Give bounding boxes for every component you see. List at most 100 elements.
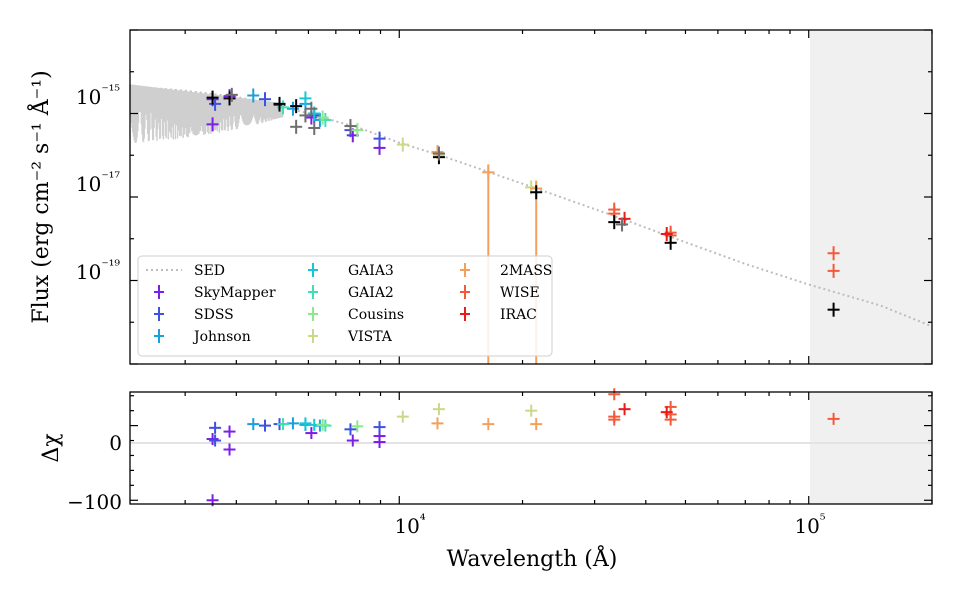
bottom-data-points (206, 388, 840, 507)
legend-item-wise: WISE (460, 285, 540, 301)
point-model (206, 90, 219, 105)
legend-items: SED SkyMapper SDSS Johnson GAIA3 GAIA2 Cousins… (146, 263, 552, 345)
residual-sdss (209, 421, 222, 434)
residual-wise (608, 413, 621, 426)
point-model-gray- (225, 87, 238, 102)
point-model (530, 185, 543, 200)
residual-skymapper (305, 427, 318, 440)
residual-sdss (344, 423, 357, 436)
y-tick-label-0: 0 (109, 431, 122, 455)
legend-label: SDSS (194, 307, 234, 323)
residual-gaia3 (299, 417, 312, 430)
legend-item-sdss: SDSS (154, 307, 234, 323)
point-gaia3 (299, 91, 312, 106)
residual-wise (664, 413, 677, 426)
bottom-shaded-region (810, 392, 932, 504)
point-model (664, 235, 677, 250)
sed-line (129, 85, 933, 328)
legend-box (137, 255, 553, 357)
bottom-axis-ticks (130, 392, 933, 504)
legend-item-skymapper: SkyMapper (154, 285, 276, 301)
point-sdss (209, 96, 222, 111)
legend: SED SkyMapper SDSS Johnson GAIA3 GAIA2 Cousins… (137, 255, 553, 357)
y-axis-title-bottom: Δχ (39, 433, 64, 462)
residual-2mass (482, 418, 495, 431)
legend-item-cousins: Cousins (308, 307, 404, 323)
bottom-plot-frame (129, 391, 933, 505)
legend-label: Cousins (348, 307, 404, 323)
point-model (827, 302, 840, 317)
residual-sdss (209, 434, 222, 447)
top-axis-ticks (130, 29, 933, 365)
top-shaded-region (810, 30, 932, 364)
legend-item-sed: SED (146, 263, 225, 279)
legend-label: SkyMapper (194, 285, 276, 301)
legend-item-gaia3: GAIA3 (308, 263, 394, 279)
point-model (608, 215, 621, 230)
point-model-gray- (616, 217, 629, 232)
point-gaia2 (319, 112, 332, 127)
point-model-gray- (299, 108, 312, 123)
residual-sdss (373, 421, 386, 434)
residual-sdss (258, 419, 271, 432)
legend-item-vista: VISTA (308, 329, 393, 345)
point-model-gray- (305, 101, 318, 116)
top-panel: 10⁻¹⁵ 10⁻¹⁷ 10⁻¹⁹ Flux (erg cm⁻² s⁻¹ Å⁻¹… (26, 29, 933, 365)
y-tick-label-minus100: −100 (67, 490, 122, 514)
point-cousins (316, 110, 329, 125)
residual-vista (525, 404, 538, 417)
residual-irac (618, 403, 631, 416)
residual-skymapper (346, 434, 359, 447)
legend-item-gaia2: GAIA2 (308, 285, 394, 301)
point-model-gray- (290, 119, 303, 134)
point-vista (396, 137, 409, 152)
residual-2mass (431, 417, 444, 430)
point-model-gray- (308, 120, 321, 135)
legend-item-johnson: Johnson (154, 329, 251, 345)
point-model-gray- (344, 119, 357, 134)
point-skymapper (206, 117, 219, 132)
residual-skymapper (223, 443, 236, 456)
residual-cousins (351, 420, 364, 433)
legend-label: VISTA (347, 329, 393, 345)
residual-irac (660, 406, 673, 419)
residual-skymapper (223, 425, 236, 438)
legend-label: GAIA2 (348, 285, 394, 301)
legend-label: SED (194, 263, 225, 279)
legend-label: GAIA3 (348, 263, 394, 279)
residual-vista (396, 410, 409, 423)
point-wise (827, 246, 840, 261)
x-axis-title: Wavelength (Å) (447, 544, 618, 572)
residual-2mass (530, 418, 543, 431)
point-wise (827, 263, 840, 278)
point-johnson (247, 88, 260, 103)
legend-item-irac: IRAC (460, 307, 537, 323)
point-irac (660, 226, 673, 241)
legend-label: 2MASS (500, 263, 552, 279)
x-tick-label-1e5: 10⁵ (794, 512, 825, 538)
legend-item-2mass: 2MASS (460, 263, 552, 279)
legend-label: Johnson (192, 329, 251, 345)
point-model (290, 99, 303, 114)
point-sdss (373, 131, 386, 146)
bottom-panel: 0 −100 10⁴ 10⁵ Δχ Wavelength (Å) (39, 388, 933, 572)
residual-gaia2 (276, 418, 289, 431)
residual-wise (608, 388, 621, 401)
point-model (273, 96, 286, 111)
legend-label: WISE (500, 285, 540, 301)
y-tick-label-1e-19: 10⁻¹⁹ (76, 258, 120, 284)
residual-vista (432, 403, 445, 416)
legend-label: IRAC (500, 307, 537, 323)
y-tick-label-1e-15: 10⁻¹⁵ (76, 83, 120, 109)
residual-wise (827, 412, 840, 425)
point-model (223, 91, 236, 106)
point-model-gray- (432, 146, 445, 161)
residual-skymapper (206, 433, 219, 446)
x-tick-label-1e4: 10⁴ (394, 512, 425, 538)
y-tick-label-1e-17: 10⁻¹⁷ (76, 170, 120, 196)
y-axis-title-top: Flux (erg cm⁻² s⁻¹ Å⁻¹) (26, 70, 54, 323)
residual-johnson (247, 418, 260, 431)
residual-cousins (316, 418, 329, 431)
point-sdss (258, 92, 271, 107)
